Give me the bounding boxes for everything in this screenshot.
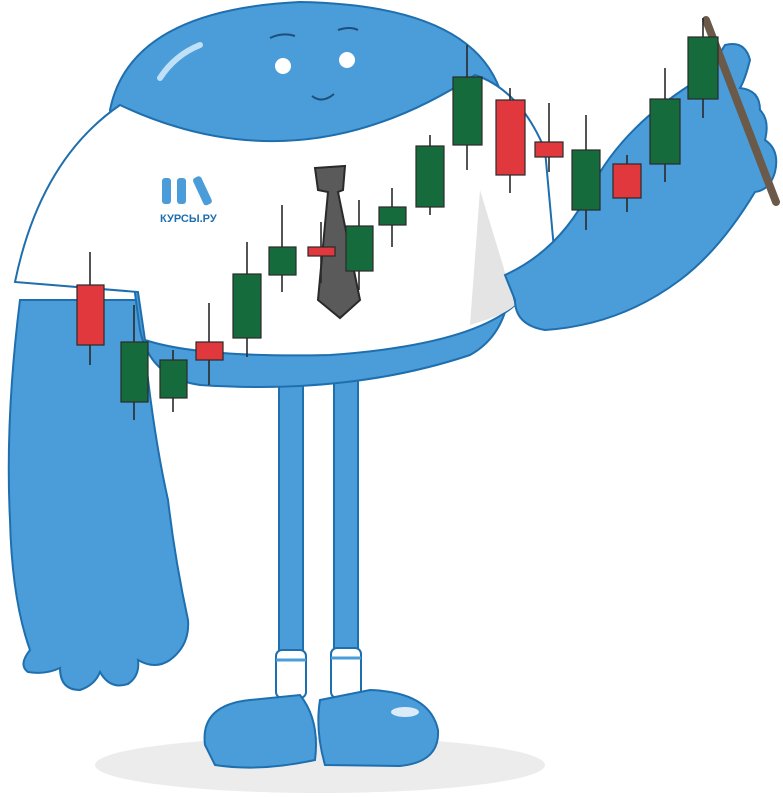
logo-text: КУРСЫ.РУ — [160, 213, 217, 225]
tie — [313, 164, 362, 320]
shirt — [13, 73, 557, 357]
face — [269, 27, 359, 101]
candlesticks — [76, 18, 719, 420]
legs — [275, 369, 362, 701]
feet — [203, 688, 440, 769]
logo: КУРСЫ.РУ — [160, 176, 217, 225]
